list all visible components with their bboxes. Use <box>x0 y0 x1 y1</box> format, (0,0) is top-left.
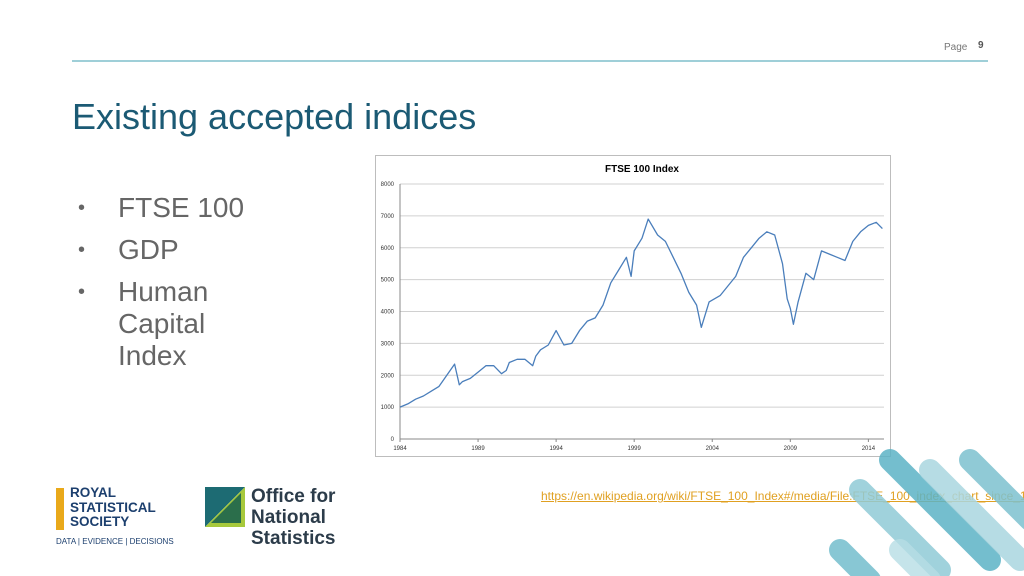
ons-logo-wordmark: Office for National Statistics <box>251 486 403 549</box>
y-tick-label: 1000 <box>381 405 395 411</box>
rss-logo-tagline: DATA | EVIDENCE | DECISIONS <box>56 537 174 546</box>
series-line <box>399 218 883 408</box>
ons-logo-line: National Statistics <box>251 507 336 549</box>
rss-logo-line: SOCIETY <box>70 514 130 529</box>
x-tick-label: 1999 <box>628 446 642 452</box>
rss-logo-wordmark: ROYAL STATISTICAL SOCIETY <box>70 485 156 530</box>
chart-canvas: FTSE 100 Index 0 1000 2000 3000 4000 5000 6000 7… <box>381 164 884 452</box>
y-tick-label: 3000 <box>381 341 395 347</box>
ons-emblem-icon <box>205 487 245 527</box>
bullet-text: FTSE 100 <box>118 192 245 223</box>
slide-title: Existing accepted indices <box>72 96 477 137</box>
y-tick-label: 6000 <box>381 246 395 252</box>
bullet-icon: • <box>78 197 86 219</box>
rss-logo: ROYAL STATISTICAL SOCIETY DATA | EVIDENC… <box>56 485 176 548</box>
x-tick-label: 2014 <box>862 446 876 452</box>
rss-logo-line: ROYAL <box>70 485 117 500</box>
page-label: Page <box>944 42 968 53</box>
bullet-list: • FTSE 100 • GDP • Human Capital Index <box>78 192 258 382</box>
x-tick-label: 2009 <box>784 446 798 452</box>
ons-logo: Office for National Statistics <box>203 485 403 549</box>
ftse-chart: FTSE 100 Index 0 1000 2000 3000 4000 5000 6000 7… <box>375 155 891 457</box>
ons-logo-line: Office for <box>251 486 336 507</box>
y-tick-label: 4000 <box>381 310 395 316</box>
x-tick-label: 2004 <box>706 446 720 452</box>
bullet-item: • GDP <box>78 234 258 266</box>
y-tick-label: 8000 <box>381 182 395 188</box>
rss-logo-bar <box>56 488 64 530</box>
x-tick-label: 1984 <box>393 446 407 452</box>
x-tick-label: 1994 <box>549 446 563 452</box>
rss-logo-line: STATISTICAL <box>70 499 156 515</box>
bullet-item: • Human Capital Index <box>78 276 258 372</box>
bullet-icon: • <box>78 239 86 261</box>
y-tick-label: 5000 <box>381 278 395 284</box>
bullet-icon: • <box>78 281 86 303</box>
x-tick-label: 1989 <box>471 446 485 452</box>
y-tick-label: 2000 <box>381 373 395 379</box>
bullet-text: GDP <box>118 234 179 265</box>
bullet-text: Human Capital Index <box>118 276 209 371</box>
decorative-stripes <box>829 449 1024 576</box>
chart-title: FTSE 100 Index <box>605 164 679 175</box>
source-link[interactable]: https://en.wikipedia.org/wiki/FTSE_100_I… <box>541 489 1024 503</box>
y-tick-label: 7000 <box>381 214 395 220</box>
header-divider <box>72 60 988 62</box>
y-tick-label: 0 <box>391 437 395 443</box>
page-number: 9 <box>978 40 984 51</box>
bullet-item: • FTSE 100 <box>78 192 258 224</box>
